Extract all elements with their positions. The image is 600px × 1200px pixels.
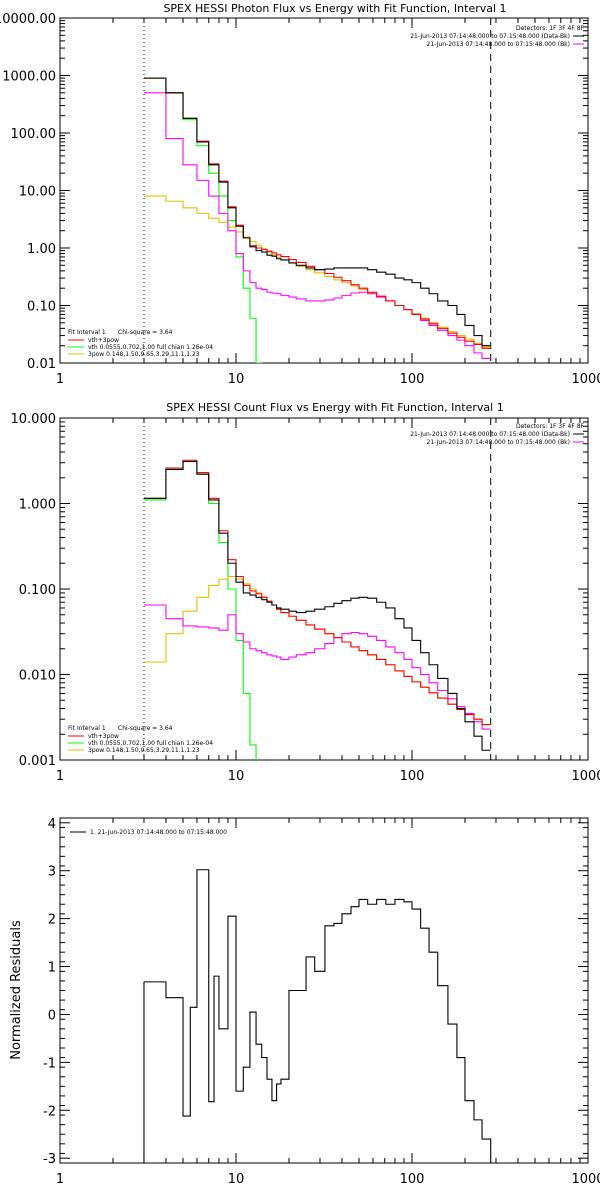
photon-xtick-label: 10	[228, 372, 245, 387]
residuals-plot-frame	[59, 817, 589, 1164]
count-series-vth	[143, 460, 257, 760]
photon-ytick-label: 100.00	[11, 127, 57, 142]
residuals-xtick-label: 100	[400, 1172, 425, 1187]
count-series-pow	[143, 575, 491, 726]
residuals-ytick-label: 4	[48, 817, 56, 832]
photon-series-vth	[143, 77, 263, 363]
count-fit-chi: Chi-square = 3.64	[118, 725, 173, 732]
count-ytick-label: 0.001	[19, 754, 56, 769]
count-header-detectors: Detectors: 1F 3F 4F 8F	[516, 423, 585, 430]
count-ytick-label: 1.000	[19, 498, 56, 513]
residuals-axes: 110100100043210-1-2-3	[43, 817, 600, 1187]
count-fit-line-vth: vth 0.0555,0.702,1.00 full chian 1.26e-0…	[88, 740, 213, 747]
photon-fit-line-vth: vth 0.0555,0.702,1.00 full chian 1.26e-0…	[88, 344, 213, 351]
count-series-total	[143, 459, 491, 726]
photon-fit-line-total: vth+3pow	[88, 337, 119, 344]
photon-ytick-label: 10000.00	[0, 12, 56, 27]
photon-ytick-label: 1.00	[27, 242, 56, 257]
residuals-ytick-label: 0	[48, 1008, 56, 1023]
photon-plot-frame	[59, 17, 589, 364]
photon-header-detectors: Detectors: 1F 3F 4F 8F	[516, 25, 585, 32]
count-curves	[143, 459, 491, 760]
photon-series-pow	[143, 195, 491, 348]
residuals-series-data	[143, 869, 492, 1163]
residuals-ytick-label: -2	[43, 1104, 56, 1119]
residuals-ytick-label: 2	[48, 913, 56, 928]
count-plot-frame	[59, 417, 589, 761]
photon-plot-title: SPEX HESSI Photon Flux vs Energy with Fi…	[163, 2, 506, 15]
residuals-ylabel: Normalized Residuals	[9, 920, 24, 1060]
photon-ytick-label: 1000.00	[2, 70, 56, 85]
count-plot-title: SPEX HESSI Count Flux vs Energy with Fit…	[166, 401, 503, 414]
count-series-data	[143, 460, 491, 751]
photon-axes: 1 10 100 1000 10000.00 1000.00 100.00 10.00 1.00…	[0, 12, 600, 387]
photon-xtick-label: 1	[56, 372, 64, 387]
photon-header-data-bk: 21-Jun-2013 07:14:48.000 to 07:15:48.000…	[410, 33, 570, 40]
residuals-xtick-label: 1	[56, 1172, 64, 1187]
photon-fit-interval: Fit Interval 1	[68, 329, 106, 336]
count-fit-line-pow: 3pow 0.148,1.50,9.65,3.29,11.1,1.23	[88, 747, 200, 754]
count-fit-interval: Fit Interval 1	[68, 725, 106, 732]
residuals-curves	[143, 869, 492, 1163]
photon-curves	[143, 77, 491, 363]
photon-series-data	[143, 77, 491, 347]
count-flux-panel: SPEX HESSI Count Flux vs Energy with Fit…	[11, 401, 600, 784]
count-xtick-label: 1000	[571, 769, 600, 784]
photon-flux-panel: SPEX HESSI Photon Flux vs Energy with Fi…	[0, 2, 600, 387]
count-header-data-bk: 21-Jun-2013 07:14:48.000 to 07:15:48.000…	[410, 431, 570, 438]
residuals-panel: 110100100043210-1-2-3 1. 21-Jun-2013 07:…	[9, 817, 600, 1187]
count-xtick-label: 1	[56, 769, 64, 784]
photon-xtick-label: 1000	[571, 372, 600, 387]
count-fit-line-total: vth+3pow	[88, 733, 119, 740]
count-xtick-label: 100	[400, 769, 425, 784]
residuals-ytick-label: -3	[43, 1152, 56, 1167]
count-axes: 1 10 100 1000 10.000 1.000 0.100 0.010 0.001	[11, 412, 600, 784]
count-series-bk	[143, 604, 491, 730]
residuals-ytick-label: 1	[48, 961, 56, 976]
photon-series-bk	[143, 92, 491, 359]
photon-ytick-label: 10.00	[19, 185, 56, 200]
residuals-xtick-label: 10	[228, 1172, 245, 1187]
count-ytick-label: 0.010	[19, 669, 56, 684]
photon-fit-line-pow: 3pow 0.148,1.50,9.65,3.29,11.1,1.23	[88, 351, 200, 358]
residuals-xtick-label: 1000	[571, 1172, 600, 1187]
photon-header-bk: 21-Jun-2013 07:14:48.000 to 07:15:48.000…	[427, 41, 570, 48]
residuals-ytick-label: -1	[43, 1056, 56, 1071]
residuals-ytick-label: 3	[48, 865, 56, 880]
count-xtick-label: 10	[228, 769, 245, 784]
count-ytick-label: 10.000	[11, 412, 57, 427]
count-ytick-label: 0.100	[19, 583, 56, 598]
photon-ytick-label: 0.01	[27, 357, 56, 372]
count-header-bk: 21-Jun-2013 07:14:48.000 to 07:15:48.000…	[427, 439, 570, 446]
residuals-legend-label: 1. 21-Jun-2013 07:14:48.000 to 07:15:48.…	[90, 829, 227, 836]
photon-fit-chi: Chi-square = 3.64	[118, 329, 173, 336]
photon-xtick-label: 100	[400, 372, 425, 387]
photon-ytick-label: 0.10	[27, 300, 56, 315]
